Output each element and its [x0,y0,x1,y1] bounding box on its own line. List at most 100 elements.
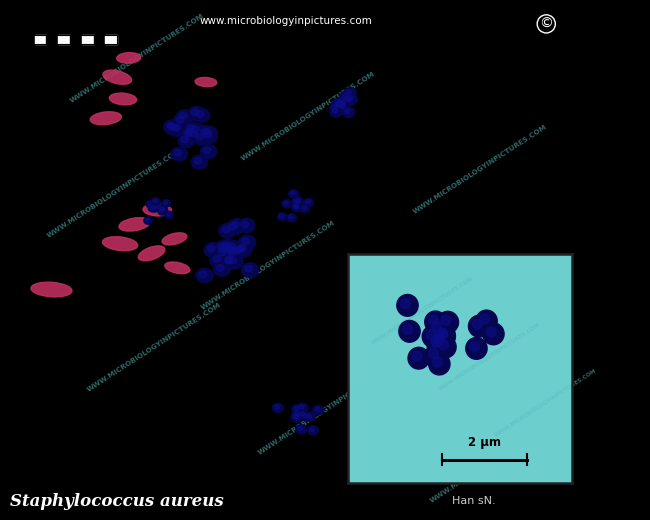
Circle shape [218,250,226,256]
Circle shape [296,200,300,203]
Text: WWW.MICROBIOLOGYINPICTURES.COM: WWW.MICROBIOLOGYINPICTURES.COM [493,368,597,437]
Circle shape [294,197,303,205]
Text: www.microbiologyinpictures.com: www.microbiologyinpictures.com [200,17,372,27]
Circle shape [187,125,194,131]
Ellipse shape [162,233,187,245]
Circle shape [354,349,372,363]
Circle shape [372,365,389,379]
Circle shape [148,204,157,212]
Circle shape [375,367,383,374]
Circle shape [469,315,490,337]
Circle shape [332,99,345,109]
Circle shape [157,205,162,209]
Circle shape [365,362,372,369]
Circle shape [379,350,396,365]
Circle shape [278,213,287,221]
Circle shape [292,203,302,212]
Circle shape [403,324,412,334]
Circle shape [292,413,304,422]
Circle shape [185,129,192,136]
Circle shape [377,352,395,366]
Circle shape [395,356,402,362]
Circle shape [434,326,456,347]
Circle shape [229,257,237,264]
Circle shape [233,248,240,254]
Circle shape [176,110,193,124]
Circle shape [171,147,187,161]
Circle shape [151,198,160,205]
Circle shape [193,131,209,145]
Circle shape [380,347,388,354]
Circle shape [300,204,310,213]
Circle shape [210,253,227,267]
Circle shape [213,256,221,262]
Text: 2 μm: 2 μm [468,436,501,449]
Circle shape [343,93,348,98]
Circle shape [224,244,242,259]
Circle shape [144,217,153,224]
Circle shape [343,107,355,118]
Circle shape [239,235,255,250]
Circle shape [282,200,292,208]
Circle shape [399,320,420,342]
Circle shape [201,128,208,135]
Circle shape [167,123,174,129]
Circle shape [166,213,170,216]
Circle shape [219,240,236,255]
Circle shape [341,98,346,102]
Circle shape [425,345,447,367]
Circle shape [377,344,395,359]
Circle shape [179,112,187,119]
Circle shape [146,200,155,208]
Circle shape [426,330,436,340]
Text: WWW.MICROBIOLOGYINPICTURES.COM: WWW.MICROBIOLOGYINPICTURES.COM [240,70,376,161]
Circle shape [191,155,207,169]
Circle shape [227,243,235,250]
Circle shape [294,204,298,208]
Circle shape [487,327,497,337]
Circle shape [294,412,299,417]
Text: WWW.MICROBIOLOGYINPICTURES.COM: WWW.MICROBIOLOGYINPICTURES.COM [200,220,336,311]
Circle shape [435,336,456,358]
Circle shape [201,126,218,140]
Circle shape [376,339,393,354]
Circle shape [272,404,283,413]
Circle shape [225,221,242,236]
Circle shape [232,243,249,258]
Circle shape [225,257,233,264]
Circle shape [298,426,303,431]
Circle shape [222,243,239,258]
Circle shape [356,337,373,352]
Circle shape [307,414,311,418]
Circle shape [405,370,413,376]
Circle shape [228,250,236,256]
Circle shape [398,357,416,371]
Circle shape [289,190,298,198]
Circle shape [168,123,176,129]
Circle shape [391,353,409,368]
Circle shape [382,356,390,362]
Circle shape [238,218,255,233]
Circle shape [383,349,391,355]
Circle shape [303,413,307,418]
Circle shape [306,200,310,204]
Circle shape [188,107,205,120]
Ellipse shape [165,262,190,274]
Text: Han sN.: Han sN. [452,496,495,506]
Ellipse shape [195,77,216,87]
Ellipse shape [138,246,165,261]
Text: WWW.MICROBIOLOGYINPICTURES.COM: WWW.MICROBIOLOGYINPICTURES.COM [412,123,548,215]
Circle shape [302,206,306,210]
Circle shape [398,356,406,362]
Circle shape [187,128,204,142]
Circle shape [378,360,385,367]
Ellipse shape [143,204,172,216]
Circle shape [183,122,200,136]
Circle shape [473,319,482,329]
Circle shape [228,224,236,230]
Circle shape [164,121,181,135]
Ellipse shape [117,53,140,63]
Circle shape [380,362,387,368]
Circle shape [391,352,408,366]
Circle shape [344,88,356,98]
